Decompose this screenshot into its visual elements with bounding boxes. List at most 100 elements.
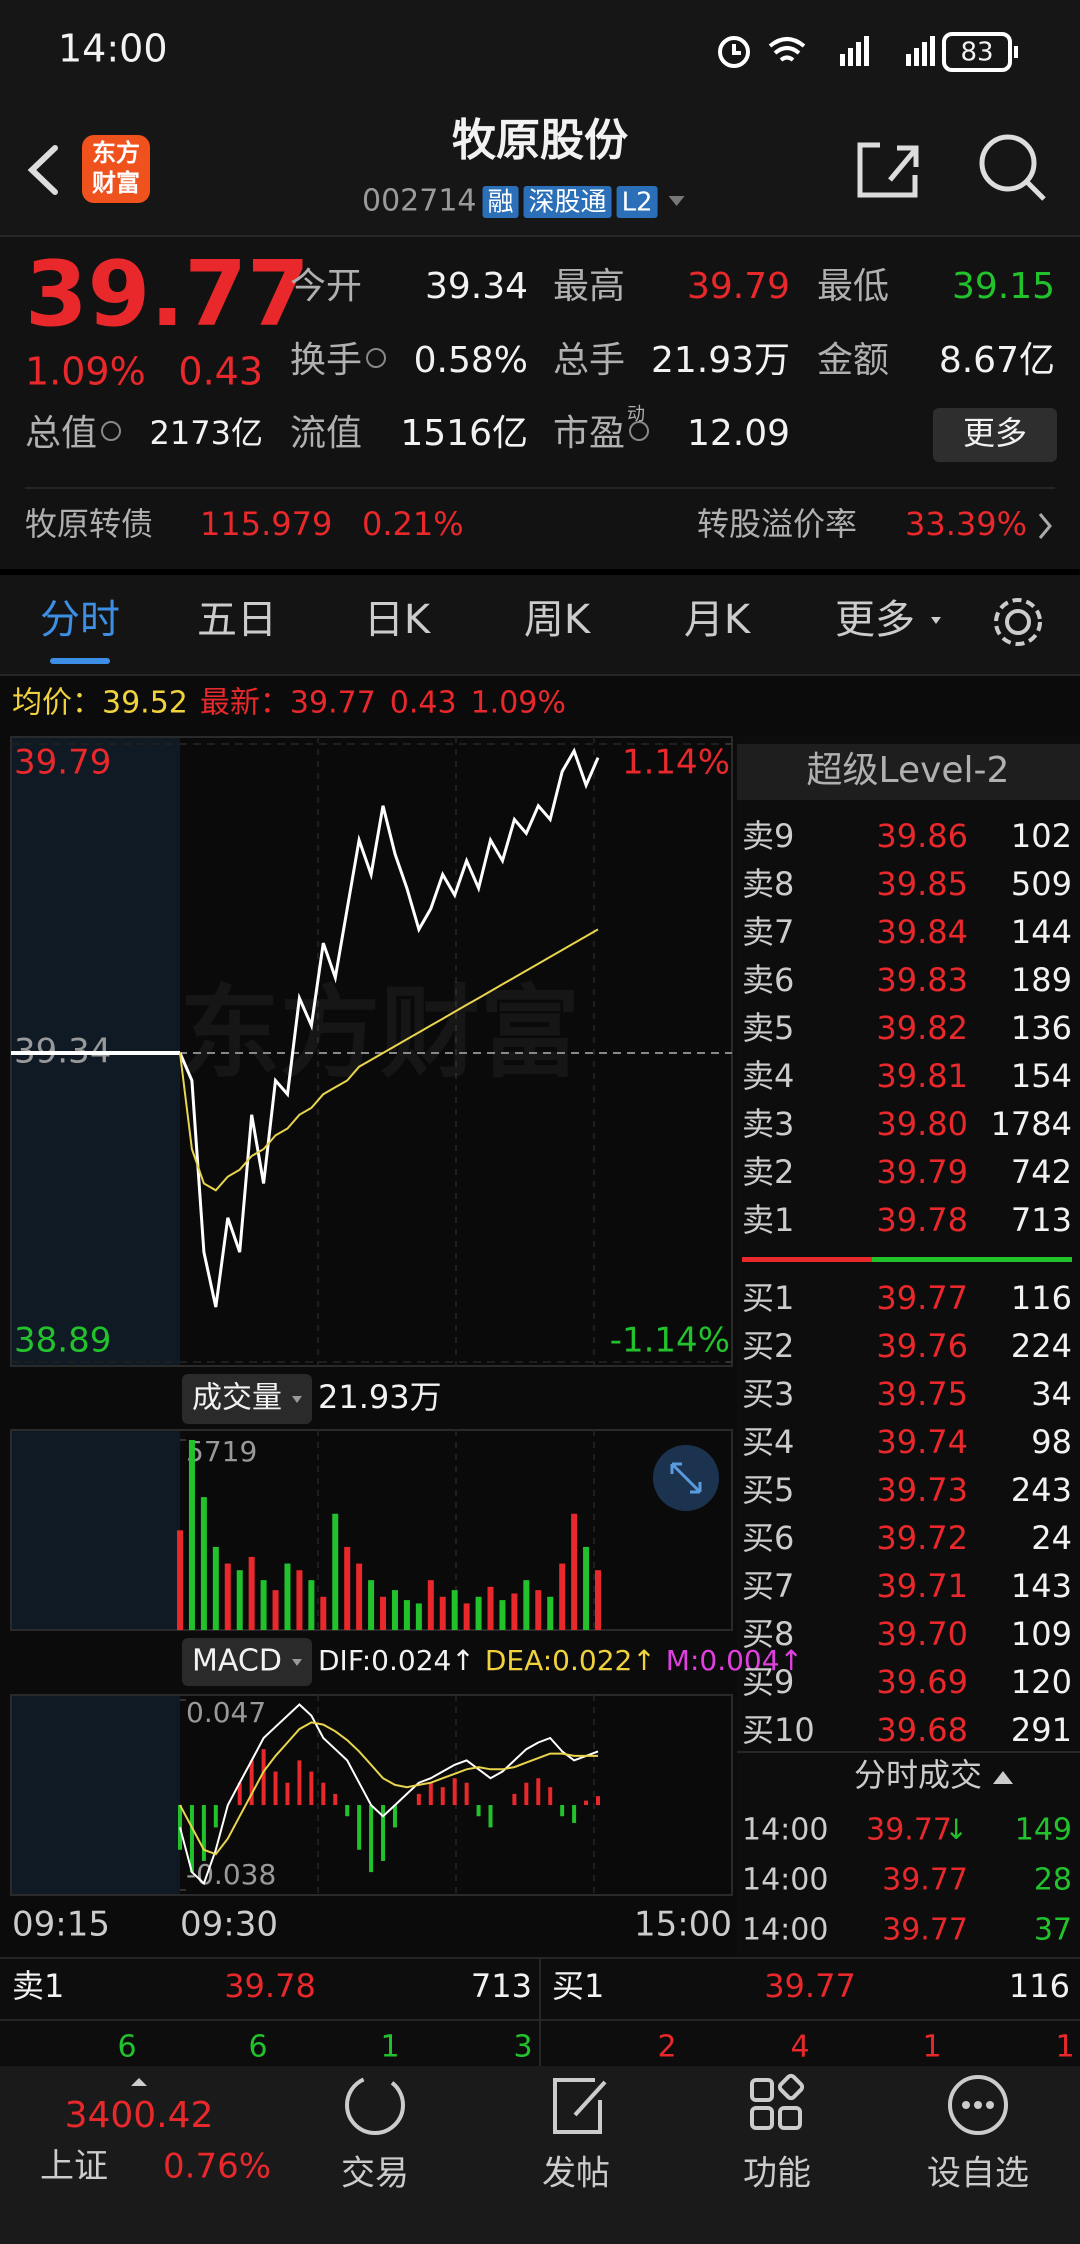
volume-bar <box>511 1593 518 1630</box>
field-value: 0.58% <box>414 340 528 381</box>
tab[interactable]: 月K <box>684 597 752 643</box>
tab[interactable]: 分时 <box>40 597 120 643</box>
back-button[interactable] <box>27 145 58 195</box>
field-label: 总值 <box>25 413 97 454</box>
volume-bar <box>380 1596 387 1630</box>
bid-price: 39.77 <box>764 1967 856 2005</box>
last-price: 39.77 <box>25 242 310 347</box>
level-volume: 34 <box>1031 1375 1072 1413</box>
macd-bar <box>440 1787 445 1806</box>
level-price: 39.82 <box>876 1009 968 1047</box>
premarket-shade <box>12 1431 180 1629</box>
level-price: 39.81 <box>876 1057 968 1095</box>
level-volume: 291 <box>1011 1711 1072 1749</box>
nav-item[interactable]: 发帖 <box>542 2154 610 2194</box>
chevron <box>1038 513 1052 539</box>
macd-bar <box>273 1771 278 1806</box>
signal-icons <box>840 36 935 66</box>
field-value: 39.79 <box>687 266 790 307</box>
badge-label: L2 <box>622 188 653 218</box>
macd-selector[interactable] <box>182 1638 312 1686</box>
tab[interactable]: 五日 <box>197 597 277 643</box>
macd-bar <box>189 1805 194 1873</box>
index-name: 上证 <box>40 2147 108 2187</box>
volume-bar <box>177 1530 183 1630</box>
tab[interactable]: 更多 <box>835 597 915 643</box>
dropdown-arrow <box>292 1396 302 1403</box>
premium-value: 33.39% <box>905 505 1027 543</box>
volume-bar <box>595 1570 601 1630</box>
sort-arrow <box>993 1771 1013 1784</box>
macd-bar <box>201 1805 206 1861</box>
volume-bar <box>547 1596 554 1630</box>
x-tick-label: 15:00 <box>634 1905 732 1945</box>
macd-bar <box>369 1805 374 1873</box>
level-volume: 120 <box>1011 1663 1072 1701</box>
volume-label: 成交量 <box>192 1381 282 1416</box>
more-button[interactable] <box>933 408 1057 462</box>
level-label: 卖7 <box>742 913 794 951</box>
macd-bar <box>321 1782 326 1806</box>
dropdown-arrow <box>931 617 941 624</box>
share-button[interactable] <box>857 142 919 198</box>
ask-count: 6 <box>248 2030 267 2065</box>
bond-price: 115.979 <box>200 505 332 543</box>
level-price: 39.77 <box>876 1279 968 1317</box>
macd-bar <box>416 1793 421 1806</box>
volume-bar <box>332 1513 339 1630</box>
volume-bar <box>272 1590 279 1630</box>
level-price: 39.78 <box>876 1201 968 1239</box>
volume-bar <box>535 1590 542 1630</box>
macd-bar <box>381 1805 386 1861</box>
volume-bar <box>248 1556 255 1630</box>
bid-label: 买1 <box>552 1967 604 2005</box>
level-label: 卖2 <box>742 1153 794 1191</box>
tab[interactable]: 周K <box>524 597 592 643</box>
nav-item[interactable]: 交易 <box>341 2154 409 2194</box>
level-volume: 189 <box>1011 961 1072 999</box>
level-volume: 116 <box>1011 1279 1072 1317</box>
nav-icons <box>345 2073 1008 2135</box>
latest-price: 39.77 <box>290 686 376 721</box>
nav-item[interactable]: 设自选 <box>927 2154 1029 2194</box>
more-label[interactable]: 更多 <box>963 414 1027 452</box>
macd-bar <box>524 1782 529 1806</box>
nav-item[interactable]: 功能 <box>743 2154 811 2194</box>
badge-label: 融 <box>488 188 514 218</box>
settings-button[interactable] <box>994 598 1042 646</box>
dropdown-arrow <box>668 196 685 206</box>
level-volume: 509 <box>1011 865 1072 903</box>
order-book-header <box>737 744 1080 800</box>
field-label: 换手 <box>290 340 362 381</box>
level-volume: 109 <box>1011 1615 1072 1653</box>
app-logo <box>82 135 150 203</box>
logo-text: 财富 <box>92 169 140 197</box>
volume-total: 21.93万 <box>318 1378 442 1416</box>
nav-dots <box>962 2101 994 2109</box>
volume-bar <box>212 1546 219 1630</box>
trade-volume: 149 <box>1015 1813 1072 1848</box>
tab[interactable]: 日K <box>364 597 432 643</box>
quote-background <box>0 236 1080 569</box>
volume-bar <box>463 1603 470 1630</box>
level-price: 39.69 <box>876 1663 968 1701</box>
trade-time: 14:00 <box>742 1913 828 1948</box>
level-volume: 143 <box>1011 1567 1072 1605</box>
macd-bar <box>476 1805 481 1817</box>
search-button[interactable] <box>979 134 1046 201</box>
level-volume: 98 <box>1031 1423 1072 1461</box>
field-value: 2173亿 <box>150 414 263 452</box>
y-tick-label: 0.047 <box>186 1696 266 1729</box>
logo-text: 东方 <box>92 139 140 167</box>
latest-change: 0.43 <box>390 686 457 721</box>
volume-bar <box>296 1570 303 1630</box>
level-label: 买9 <box>742 1663 794 1701</box>
y2-tick-label: 1.14% <box>622 743 730 783</box>
level-label: 买7 <box>742 1567 794 1605</box>
level-label: 买8 <box>742 1615 794 1653</box>
macd-bar <box>488 1805 493 1828</box>
field-value: 8.67亿 <box>939 340 1055 381</box>
x-tick-label: 09:15 <box>12 1905 110 1945</box>
volume-selector[interactable] <box>182 1374 312 1424</box>
